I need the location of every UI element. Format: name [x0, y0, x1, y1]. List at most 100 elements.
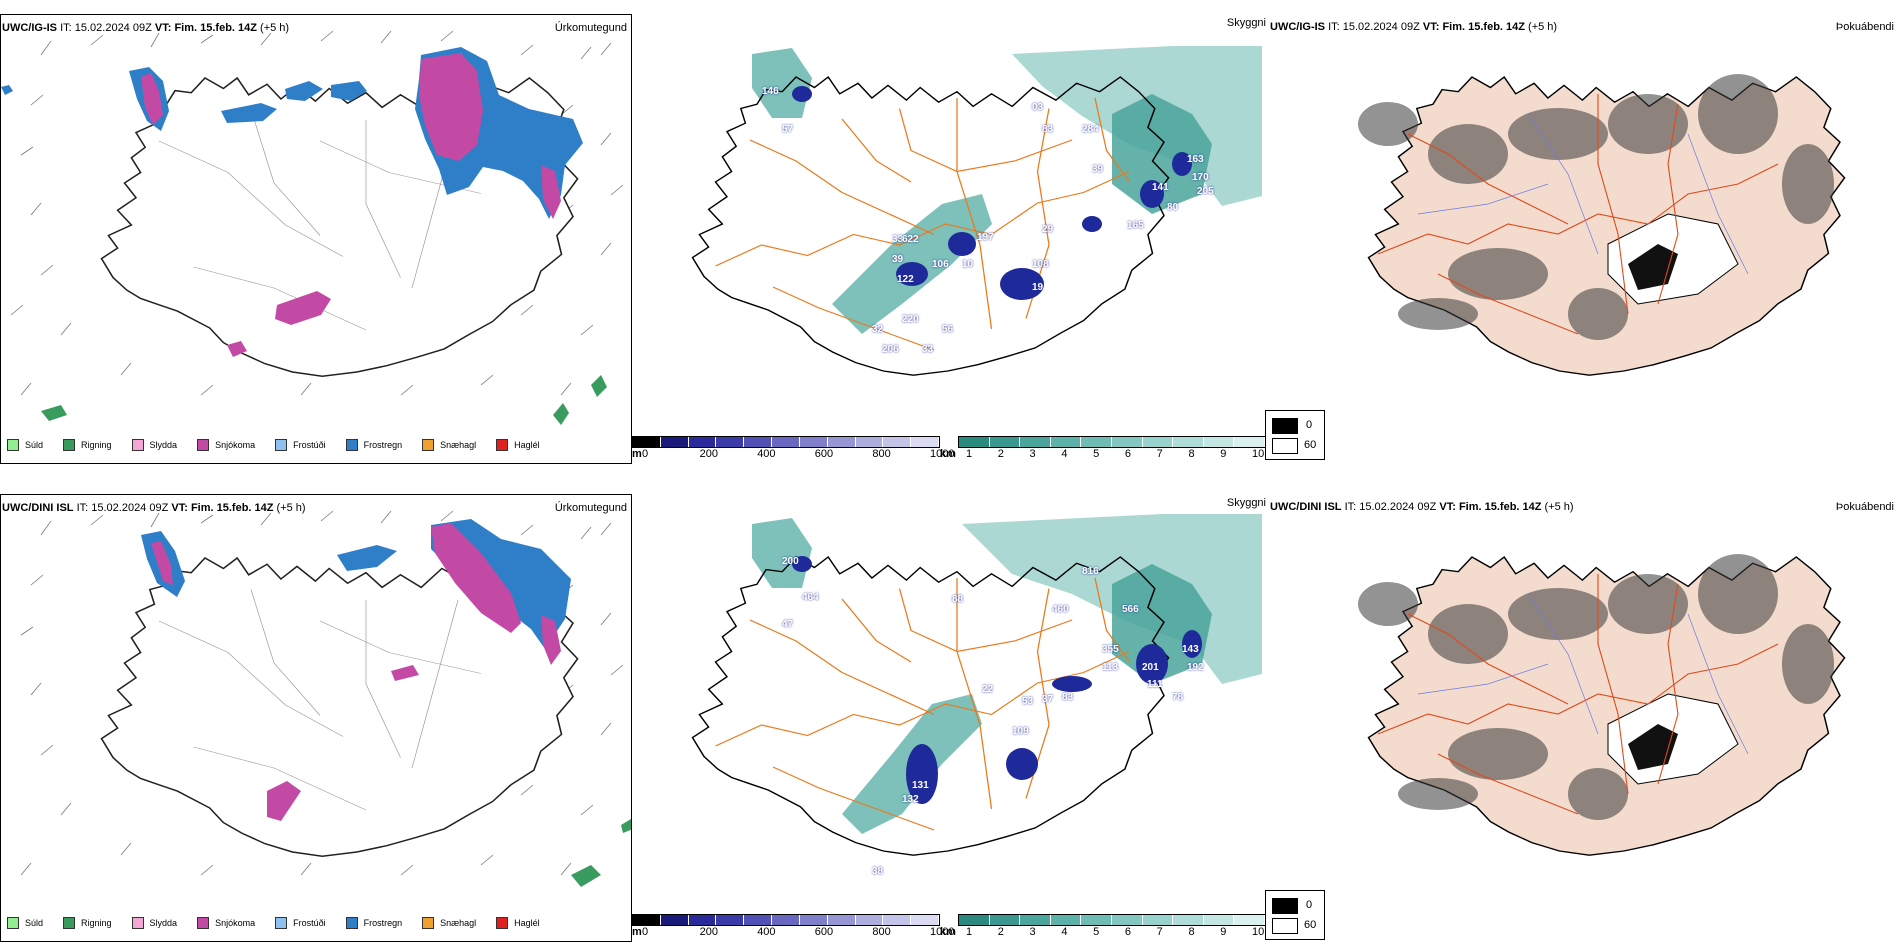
fog-legend-row1: 0 60 — [1265, 410, 1325, 460]
ceiling-value-label: 200 — [782, 556, 799, 567]
legend-swatch — [197, 439, 210, 451]
fog-legend-low: 0 — [1306, 899, 1313, 911]
colorbar-tick-label: 600 — [814, 926, 834, 938]
ceiling-value-label: 220 — [902, 314, 919, 325]
ceiling-vis-panel-row1: Skyggni 146 57 03 83 284 39 163 170 141 205 80 165 3… — [632, 14, 1268, 464]
init-time: 15.02.2024 09Z — [1342, 21, 1420, 33]
colorbar-segment — [1081, 915, 1112, 925]
colorbar-tick-label: 1 — [966, 926, 973, 938]
colorbar-tick-label: 1000 — [930, 448, 955, 460]
precip-map-row2 — [20, 510, 631, 887]
colorbar-segment — [688, 437, 717, 447]
colorbar-tick-label: 800 — [872, 926, 891, 938]
colorbar-segment — [1173, 915, 1204, 925]
colorbar-tick-label: 10 — [1252, 926, 1265, 938]
precip-map-row1 — [1, 30, 624, 425]
ceiling-value-label: 201 — [1142, 662, 1159, 673]
colorbar-tick-label: 600 — [814, 448, 834, 460]
lead-time: (+5 h) — [260, 22, 290, 34]
colorbar-segment — [959, 915, 990, 925]
colorbar-segment — [660, 437, 689, 447]
colorbar-tick-label: 5 — [1093, 926, 1100, 938]
colorbar-segment — [883, 915, 912, 925]
ceiling-value-label: 284 — [1082, 124, 1099, 135]
colorbar-segment — [799, 915, 828, 925]
ceiling-value-label: 53 — [1022, 696, 1034, 707]
legend-item: Slydda — [131, 917, 177, 929]
colorbar-segment — [855, 437, 884, 447]
model-name: UWC/IG-IS — [2, 22, 57, 34]
it-label: IT: — [60, 22, 72, 34]
fog-legend-low: 0 — [1306, 419, 1313, 431]
fog-legend-black-swatch — [1272, 898, 1298, 914]
colorbar-segment — [989, 437, 1021, 447]
panel-title: Úrkomutegund — [554, 502, 627, 514]
ceiling-value-label: 146 — [762, 86, 779, 97]
colorbar-segment — [744, 437, 773, 447]
ceiling-unit: m — [632, 926, 642, 938]
ceiling-value-label: 192 — [1187, 662, 1204, 673]
colorbar-segment — [772, 915, 800, 925]
colorbar-tick-label: 400 — [757, 448, 776, 460]
fog-panel-row1: UWC/IG-IS IT: 15.02.2024 09Z VT: Fim. 15… — [1268, 14, 1900, 464]
init-time: 15.02.2024 09Z — [91, 502, 169, 514]
ceiling-value-label: 113 — [1102, 662, 1119, 673]
legend-swatch — [275, 439, 288, 451]
colorbar-segment — [688, 915, 717, 925]
legend-swatch — [7, 439, 19, 451]
colorbar-segment — [660, 915, 689, 925]
fog-map-row2 — [1358, 554, 1846, 856]
fog-legend-high: 60 — [1304, 919, 1317, 931]
colorbar-segment — [633, 915, 661, 925]
colorbar-segment — [911, 915, 939, 925]
model-name: UWC/DINI ISL — [1270, 501, 1342, 513]
vt-label: VT: — [1422, 21, 1440, 33]
colorbar-tick-label: 4 — [1061, 926, 1068, 938]
colorbar-tick-label: 2 — [997, 926, 1004, 938]
panel-title: Skyggni — [1226, 497, 1266, 509]
fog-legend-black-swatch — [1272, 418, 1298, 434]
ceiling-value-label: 132 — [902, 794, 919, 805]
legend-swatch — [496, 917, 509, 929]
colorbar-segment — [827, 437, 856, 447]
colorbar-segment — [827, 915, 856, 925]
colorbar-tick-label: 1 — [966, 448, 973, 460]
colorbar-segment — [716, 915, 745, 925]
colorbar-segment — [633, 437, 661, 447]
fog-legend-white-swatch — [1272, 438, 1298, 454]
valid-time: Fim. 15.feb. 14Z — [190, 502, 274, 514]
lead-time: (+5 h) — [1528, 21, 1558, 33]
ceiling-colorbar-row1 — [632, 436, 940, 448]
ceiling-value-label: 205 — [1197, 186, 1214, 197]
panel-title: Skyggni — [1226, 17, 1266, 29]
legend-swatch — [275, 917, 288, 929]
ceiling-vis-map-row2 — [691, 514, 1262, 856]
colorbar-tick-label: 10 — [1252, 448, 1265, 460]
ceiling-value-label: 141 — [1152, 182, 1169, 193]
legend-swatch — [496, 439, 509, 451]
valid-time: Fim. 15.feb. 14Z — [1458, 501, 1542, 513]
colorbar-tick-label: 0 — [642, 448, 649, 460]
colorbar-tick-label: 9 — [1220, 448, 1227, 460]
fog-panel-row2: UWC/DINI ISL IT: 15.02.2024 09Z VT: Fim.… — [1268, 494, 1900, 942]
precip-panel-row2: UWC/DINI ISL IT: 15.02.2024 09Z VT: Fim.… — [0, 494, 632, 942]
ceiling-value-label: 78 — [1172, 692, 1184, 703]
ceiling-value-label: 83 — [1042, 124, 1054, 135]
colorbar-segment — [799, 437, 828, 447]
ceiling-value-label: 355 — [1102, 644, 1119, 655]
colorbar-tick-label: 6 — [1124, 926, 1131, 938]
colorbar-segment — [1020, 915, 1051, 925]
legend-swatch — [7, 917, 19, 929]
colorbar-tick-label: 200 — [699, 448, 718, 460]
vt-label: VT: — [171, 502, 188, 514]
ceiling-value-label: 37 — [1042, 694, 1054, 705]
colorbar-tick-label: 4 — [1061, 448, 1068, 460]
colorbar-segment — [1173, 437, 1204, 447]
colorbar-tick-label: 200 — [699, 926, 718, 938]
colorbar-segment — [1050, 915, 1082, 925]
ceiling-value-label: 32 — [872, 324, 884, 335]
ceiling-value-label: 170 — [1192, 172, 1209, 183]
ceiling-value-label: 88 — [952, 594, 964, 605]
colorbar-tick-label: 5 — [1093, 448, 1100, 460]
wind-barbs — [10, 30, 624, 396]
